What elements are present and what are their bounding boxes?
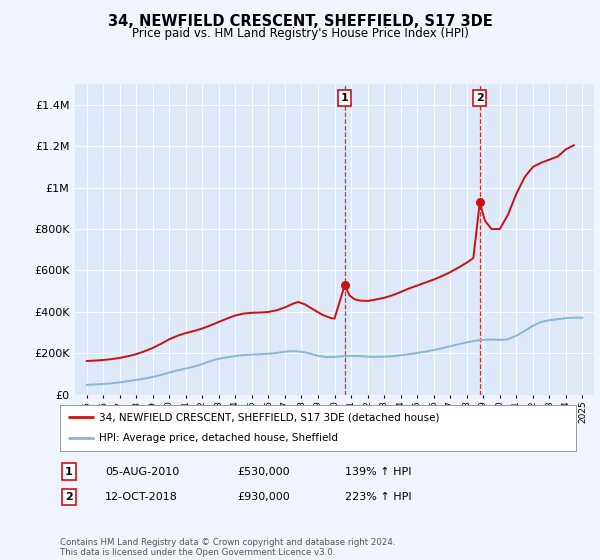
Text: 34, NEWFIELD CRESCENT, SHEFFIELD, S17 3DE (detached house): 34, NEWFIELD CRESCENT, SHEFFIELD, S17 3D… (98, 412, 439, 422)
Text: 223% ↑ HPI: 223% ↑ HPI (345, 492, 412, 502)
Text: 1: 1 (341, 93, 349, 103)
Text: 05-AUG-2010: 05-AUG-2010 (105, 466, 179, 477)
Text: 34, NEWFIELD CRESCENT, SHEFFIELD, S17 3DE: 34, NEWFIELD CRESCENT, SHEFFIELD, S17 3D… (107, 14, 493, 29)
Text: £930,000: £930,000 (237, 492, 290, 502)
Text: 1: 1 (65, 466, 73, 477)
Text: 2: 2 (476, 93, 484, 103)
Text: Contains HM Land Registry data © Crown copyright and database right 2024.
This d: Contains HM Land Registry data © Crown c… (60, 538, 395, 557)
Text: £530,000: £530,000 (237, 466, 290, 477)
Text: Price paid vs. HM Land Registry's House Price Index (HPI): Price paid vs. HM Land Registry's House … (131, 27, 469, 40)
Text: 139% ↑ HPI: 139% ↑ HPI (345, 466, 412, 477)
Text: HPI: Average price, detached house, Sheffield: HPI: Average price, detached house, Shef… (98, 433, 338, 444)
Text: 2: 2 (65, 492, 73, 502)
Text: 12-OCT-2018: 12-OCT-2018 (105, 492, 178, 502)
